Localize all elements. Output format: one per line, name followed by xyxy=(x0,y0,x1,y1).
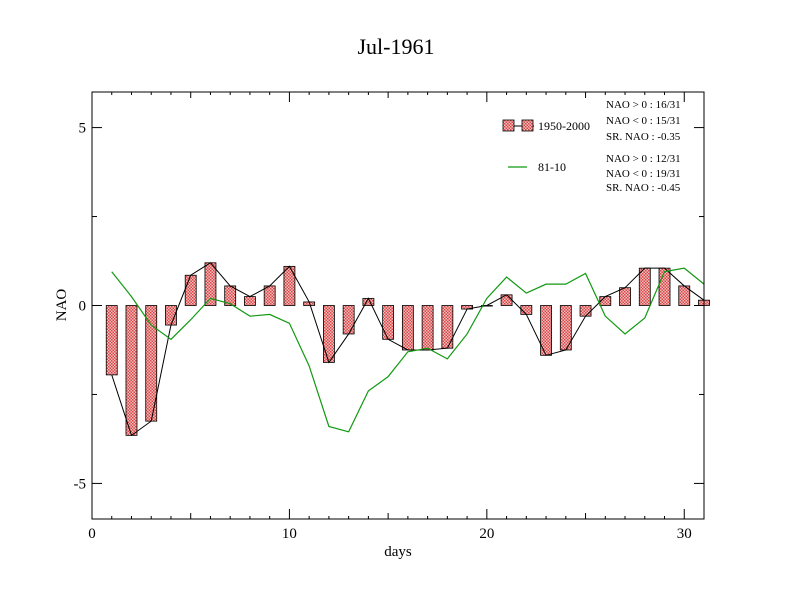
y-tick-label-0: 0 xyxy=(79,299,87,315)
stat-81-10-positive: NAO > 0 : 12/31 xyxy=(606,153,681,165)
y-tick-label-5: 5 xyxy=(79,121,87,137)
bar-day-15 xyxy=(382,305,395,340)
legend-label-81-10: 81-10 xyxy=(538,160,566,174)
x-axis-label: days xyxy=(384,544,412,560)
bar-day-28 xyxy=(638,267,651,306)
bar-day-27 xyxy=(619,287,631,306)
bar-day-16 xyxy=(401,305,414,351)
bar-day-29 xyxy=(658,267,671,306)
stat-81-10-mean: SR. NAO : -0.45 xyxy=(606,182,681,194)
line-layer xyxy=(111,262,705,437)
legend: 1950-2000 81-10 NAO > 0 : 16/31 NAO < 0 … xyxy=(502,99,681,194)
legend-bar-swatch-right xyxy=(521,119,534,132)
bar-day-10 xyxy=(283,265,296,306)
bar-day-25 xyxy=(579,305,592,317)
x-tick-label-0: 0 xyxy=(88,526,96,542)
bar-day-5 xyxy=(184,274,197,306)
stat-1950-2000-mean: SR. NAO : -0.35 xyxy=(606,131,681,143)
bar-day-1 xyxy=(105,305,118,376)
stat-81-10-negative: NAO < 0 : 19/31 xyxy=(606,168,681,180)
bar-day-18 xyxy=(441,305,454,349)
legend-bar-swatch-left xyxy=(502,119,515,132)
bar-day-8 xyxy=(244,296,256,306)
stat-1950-2000-positive: NAO > 0 : 16/31 xyxy=(606,99,681,111)
chart-title: Jul-1961 xyxy=(358,34,435,59)
bar-day-2 xyxy=(125,305,138,436)
series-line-1950-2000 xyxy=(111,262,705,437)
y-tick-label-minus5: -5 xyxy=(74,476,87,492)
stat-1950-2000-negative: NAO < 0 : 15/31 xyxy=(606,115,681,127)
x-tick-label-10: 10 xyxy=(282,526,297,542)
bar-series-1950-2000 xyxy=(105,262,710,436)
bar-day-12 xyxy=(323,305,335,363)
axis-ticks xyxy=(91,92,704,519)
bar-day-9 xyxy=(263,285,276,306)
x-tick-label-30: 30 xyxy=(677,526,692,542)
series-line-81-10 xyxy=(111,267,705,433)
y-axis-label: NAO xyxy=(54,289,70,322)
bar-day-17 xyxy=(421,305,434,351)
x-tick-label-20: 20 xyxy=(479,526,494,542)
bar-day-13 xyxy=(342,305,355,335)
legend-label-1950-2000: 1950-2000 xyxy=(538,119,590,133)
